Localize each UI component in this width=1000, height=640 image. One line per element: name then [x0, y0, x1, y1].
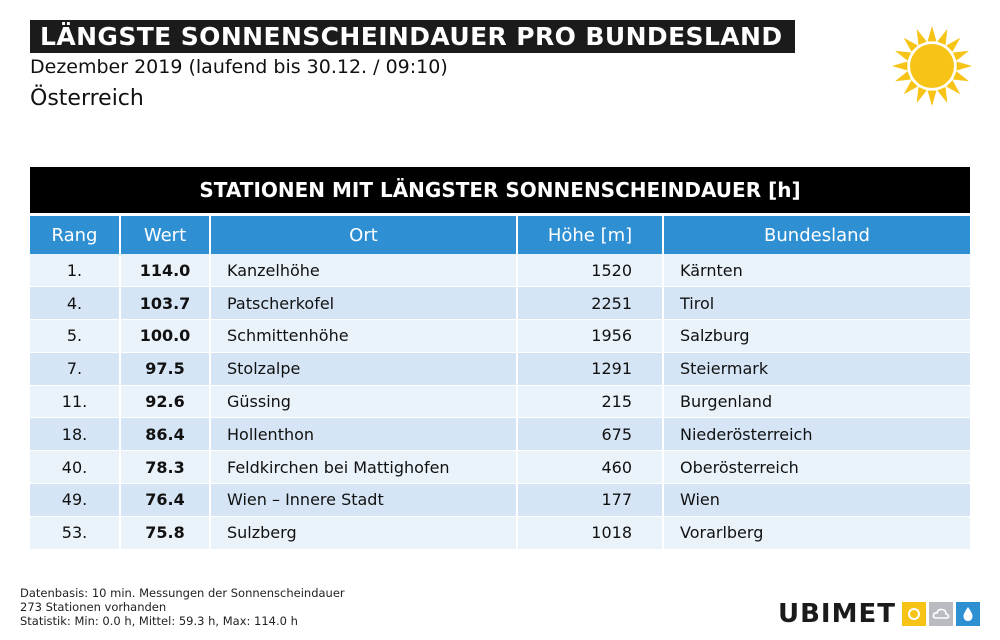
cell-rang: 49. — [30, 483, 121, 517]
sun-ray — [927, 26, 937, 42]
region-label: Österreich — [30, 86, 144, 111]
cell-rang: 53. — [30, 516, 121, 550]
brand-sun-icon — [901, 602, 926, 626]
column-header-bundesland: Bundesland — [663, 216, 970, 254]
sun-ray — [895, 50, 911, 61]
sun-ray — [892, 61, 908, 71]
cell-ort: Patscherkofel — [210, 286, 518, 321]
brand-drop-icon — [955, 602, 980, 626]
cell-bundesland: Kärnten — [663, 254, 970, 288]
sun-ray — [903, 80, 918, 95]
sun-ray — [895, 71, 911, 82]
cell-hoehe: 177 — [517, 483, 664, 517]
cell-bundesland: Oberösterreich — [663, 450, 970, 485]
cell-bundesland: Vorarlberg — [663, 516, 970, 550]
table-row: 7. 97.5 Stolzalpe 1291 Steiermark — [30, 352, 970, 386]
cell-wert: 75.8 — [120, 516, 211, 550]
sun-ray — [956, 61, 972, 71]
footer-statistics: Statistik: Min: 0.0 h, Mittel: 59.3 h, M… — [20, 614, 298, 628]
cell-hoehe: 1291 — [517, 352, 664, 386]
cell-rang: 11. — [30, 385, 121, 419]
cell-hoehe: 215 — [517, 385, 664, 419]
cell-wert: 114.0 — [120, 254, 211, 288]
brand-logo: UBIMET — [778, 600, 980, 628]
cell-wert: 92.6 — [120, 385, 211, 419]
sun-icon — [892, 26, 972, 106]
sun-ray — [916, 29, 927, 45]
cell-hoehe: 2251 — [517, 286, 664, 321]
sun-ray — [903, 37, 918, 52]
cell-rang: 4. — [30, 286, 121, 321]
table-row: 4. 103.7 Patscherkofel 2251 Tirol — [30, 286, 970, 321]
cell-wert: 86.4 — [120, 417, 211, 452]
cell-rang: 1. — [30, 254, 121, 288]
brand-name: UBIMET — [778, 599, 896, 629]
sun-ray — [937, 29, 948, 45]
brand-cloud-icon — [928, 602, 953, 626]
cell-wert: 78.3 — [120, 450, 211, 485]
cell-ort: Wien – Innere Stadt — [210, 483, 518, 517]
stations-table: Rang Wert Ort Höhe [m] Bundesland 1. 114.… — [30, 216, 970, 550]
sun-ray — [946, 80, 961, 95]
table-body: 1. 114.0 Kanzelhöhe 1520 Kärnten 4. 103.7 Patsc… — [30, 254, 970, 550]
stations-table-panel: STATIONEN MIT LÄNGSTER SONNENSCHEINDAUER… — [30, 167, 970, 550]
cell-rang: 5. — [30, 319, 121, 353]
cell-wert: 103.7 — [120, 286, 211, 321]
cell-bundesland: Steiermark — [663, 352, 970, 386]
sun-ray — [916, 87, 927, 103]
table-row: 11. 92.6 Güssing 215 Burgenland — [30, 385, 970, 419]
column-header-hoehe: Höhe [m] — [517, 216, 664, 254]
footer-station-count: 273 Stationen vorhanden — [20, 600, 167, 614]
column-header-wert: Wert — [120, 216, 211, 254]
sun-ray — [937, 87, 948, 103]
cell-hoehe: 1520 — [517, 254, 664, 288]
cell-hoehe: 1018 — [517, 516, 664, 550]
sun-ray — [953, 71, 969, 82]
cell-wert: 100.0 — [120, 319, 211, 353]
cell-bundesland: Wien — [663, 483, 970, 517]
cell-bundesland: Salzburg — [663, 319, 970, 353]
table-header-row: Rang Wert Ort Höhe [m] Bundesland — [30, 216, 970, 254]
cell-ort: Schmittenhöhe — [210, 319, 518, 353]
table-row: 40. 78.3 Feldkirchen bei Mattighofen 460 Obe… — [30, 450, 970, 485]
cell-ort: Sulzberg — [210, 516, 518, 550]
cell-ort: Hollenthon — [210, 417, 518, 452]
cell-ort: Kanzelhöhe — [210, 254, 518, 288]
cell-hoehe: 675 — [517, 417, 664, 452]
table-row: 5. 100.0 Schmittenhöhe 1956 Salzburg — [30, 319, 970, 353]
footer-data-basis: Datenbasis: 10 min. Messungen der Sonnen… — [20, 586, 345, 600]
cell-hoehe: 1956 — [517, 319, 664, 353]
cell-wert: 76.4 — [120, 483, 211, 517]
page-subtitle: Dezember 2019 (laufend bis 30.12. / 09:1… — [30, 56, 448, 78]
sun-ray — [953, 50, 969, 61]
cell-hoehe: 460 — [517, 450, 664, 485]
footer-notes: Datenbasis: 10 min. Messungen der Sonnen… — [20, 586, 345, 628]
table-row: 1. 114.0 Kanzelhöhe 1520 Kärnten — [30, 254, 970, 288]
cell-wert: 97.5 — [120, 352, 211, 386]
cell-bundesland: Tirol — [663, 286, 970, 321]
cell-ort: Stolzalpe — [210, 352, 518, 386]
table-title: STATIONEN MIT LÄNGSTER SONNENSCHEINDAUER… — [30, 167, 970, 213]
sun-ray — [946, 37, 961, 52]
cell-bundesland: Burgenland — [663, 385, 970, 419]
cell-rang: 7. — [30, 352, 121, 386]
table-row: 53. 75.8 Sulzberg 1018 Vorarlberg — [30, 516, 970, 550]
page-title: LÄNGSTE SONNENSCHEINDAUER PRO BUNDESLAND — [30, 20, 795, 53]
cell-rang: 40. — [30, 450, 121, 485]
column-header-ort: Ort — [210, 216, 518, 254]
cell-rang: 18. — [30, 417, 121, 452]
cell-ort: Güssing — [210, 385, 518, 419]
column-header-rang: Rang — [30, 216, 121, 254]
table-row: 49. 76.4 Wien – Innere Stadt 177 Wien — [30, 483, 970, 517]
cell-bundesland: Niederösterreich — [663, 417, 970, 452]
cell-ort: Feldkirchen bei Mattighofen — [210, 450, 518, 485]
table-row: 18. 86.4 Hollenthon 675 Niederösterreich — [30, 417, 970, 452]
sun-ray — [927, 90, 937, 106]
